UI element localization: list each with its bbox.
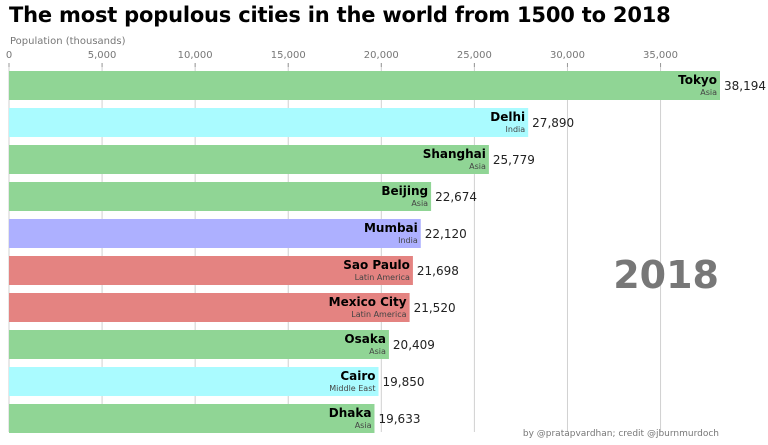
bar-city-label-2: Shanghai — [423, 147, 486, 161]
bar-value-label-7: 20,409 — [393, 338, 435, 352]
bar-2 — [9, 145, 489, 174]
x-tick-label-5: 25,000 — [457, 50, 492, 61]
bar-city-label-8: Cairo — [340, 369, 375, 383]
bar-4 — [9, 219, 421, 248]
bar-region-label-4: India — [398, 236, 418, 245]
x-tick-label-2: 10,000 — [178, 50, 213, 61]
x-tick-label-0: 0 — [6, 50, 12, 61]
chart-title: The most populous cities in the world fr… — [9, 3, 671, 27]
x-axis-label: Population (thousands) — [10, 36, 126, 47]
bar-city-label-6: Mexico City — [329, 295, 407, 309]
bar-value-label-0: 38,194 — [724, 79, 766, 93]
bar-city-label-1: Delhi — [490, 110, 525, 124]
x-tick-label-1: 5,000 — [88, 50, 117, 61]
bar-city-label-4: Mumbai — [364, 221, 418, 235]
bar-region-label-2: Asia — [469, 162, 486, 171]
bar-region-label-3: Asia — [411, 199, 428, 208]
bar-1 — [9, 108, 529, 137]
bar-value-label-4: 22,120 — [425, 227, 467, 241]
bar-value-label-9: 19,633 — [378, 412, 420, 426]
bar-region-label-9: Asia — [355, 421, 372, 430]
bar-value-label-1: 27,890 — [532, 116, 574, 130]
bar-city-label-0: Tokyo — [678, 73, 717, 87]
bar-0 — [9, 71, 720, 100]
bar-3 — [9, 182, 432, 211]
bar-value-label-5: 21,698 — [417, 264, 459, 278]
bar-value-label-2: 25,779 — [493, 153, 535, 167]
bar-city-label-9: Dhaka — [329, 406, 372, 420]
bar-9 — [9, 404, 375, 433]
year-label: 2018 — [613, 253, 719, 297]
bar-region-label-5: Latin America — [355, 273, 410, 282]
bar-value-label-6: 21,520 — [414, 301, 456, 315]
bar-6 — [9, 293, 410, 322]
credit-label: by @pratapvardhan; credit @jburnmurdoch — [523, 429, 719, 439]
x-tick-label-4: 20,000 — [364, 50, 399, 61]
bar-region-label-0: Asia — [700, 88, 717, 97]
bar-region-label-6: Latin America — [351, 310, 406, 319]
bar-city-label-5: Sao Paulo — [343, 258, 410, 272]
x-tick-label-3: 15,000 — [271, 50, 306, 61]
x-tick-label-6: 30,000 — [550, 50, 585, 61]
bar-region-label-8: Middle East — [329, 384, 375, 393]
x-tick-label-7: 35,000 — [643, 50, 678, 61]
bar-value-label-3: 22,674 — [435, 190, 477, 204]
bar-city-label-7: Osaka — [344, 332, 386, 346]
bar-8 — [9, 367, 379, 396]
bar-5 — [9, 256, 413, 285]
bar-city-label-3: Beijing — [381, 184, 428, 198]
bar-region-label-7: Asia — [369, 347, 386, 356]
bar-7 — [9, 330, 389, 359]
bar-value-label-8: 19,850 — [383, 375, 425, 389]
bar-region-label-1: India — [506, 125, 526, 134]
